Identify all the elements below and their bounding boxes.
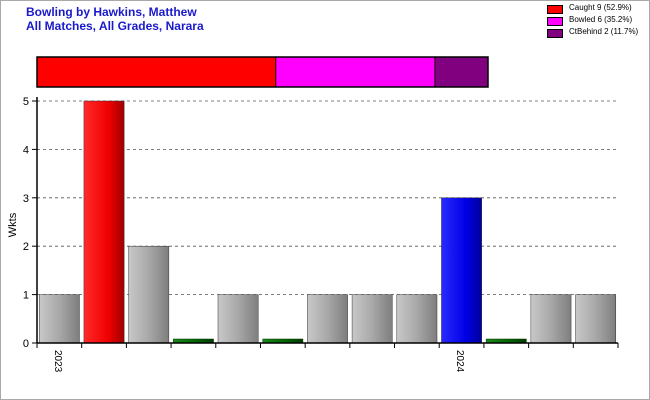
y-tick-label: 2 [23,241,29,253]
y-tick-label: 0 [23,338,29,350]
y-tick-label: 4 [23,144,29,156]
bar [530,294,572,344]
x-tick-labels: 2023 2024 [52,350,465,373]
bar [83,100,125,344]
stacked-proportion-bar [36,56,489,88]
y-tick-label: 3 [23,193,29,205]
x-tick-label: 2024 [454,350,465,373]
x-tick-label: 2023 [52,350,63,373]
stacked-segment-0 [37,57,276,87]
legend-label-bowled: Bowled 6 (35.2%) [569,15,633,24]
legend-swatch-ctbehind [547,29,563,38]
bar [128,245,170,344]
bar [396,294,438,344]
y-tick-label: 1 [23,290,29,302]
bar [351,294,393,344]
chart-title: Bowling by Hawkins, Matthew [26,5,197,19]
bar [575,294,617,344]
legend-label-ctbehind: CtBehind 2 (11.7%) [569,27,639,36]
legend-swatch-bowled [547,17,563,26]
axes [32,97,619,348]
bar [217,294,259,344]
legend-label-caught: Caught 9 (52.9%) [569,3,632,12]
y-tick-labels: 0 1 2 3 4 5 [23,96,29,350]
stacked-bar-border [36,56,489,88]
stacked-segment-1 [275,57,435,87]
stacked-segment-2 [434,57,488,87]
bar [441,197,482,344]
bar [307,294,348,344]
y-tick-label: 5 [23,96,29,108]
chart-subtitle: All Matches, All Grades, Narara [26,19,204,33]
y-axis-label: Wkts [7,212,19,237]
bars [38,100,617,344]
bar [38,294,80,344]
legend-swatch-caught [547,5,563,14]
